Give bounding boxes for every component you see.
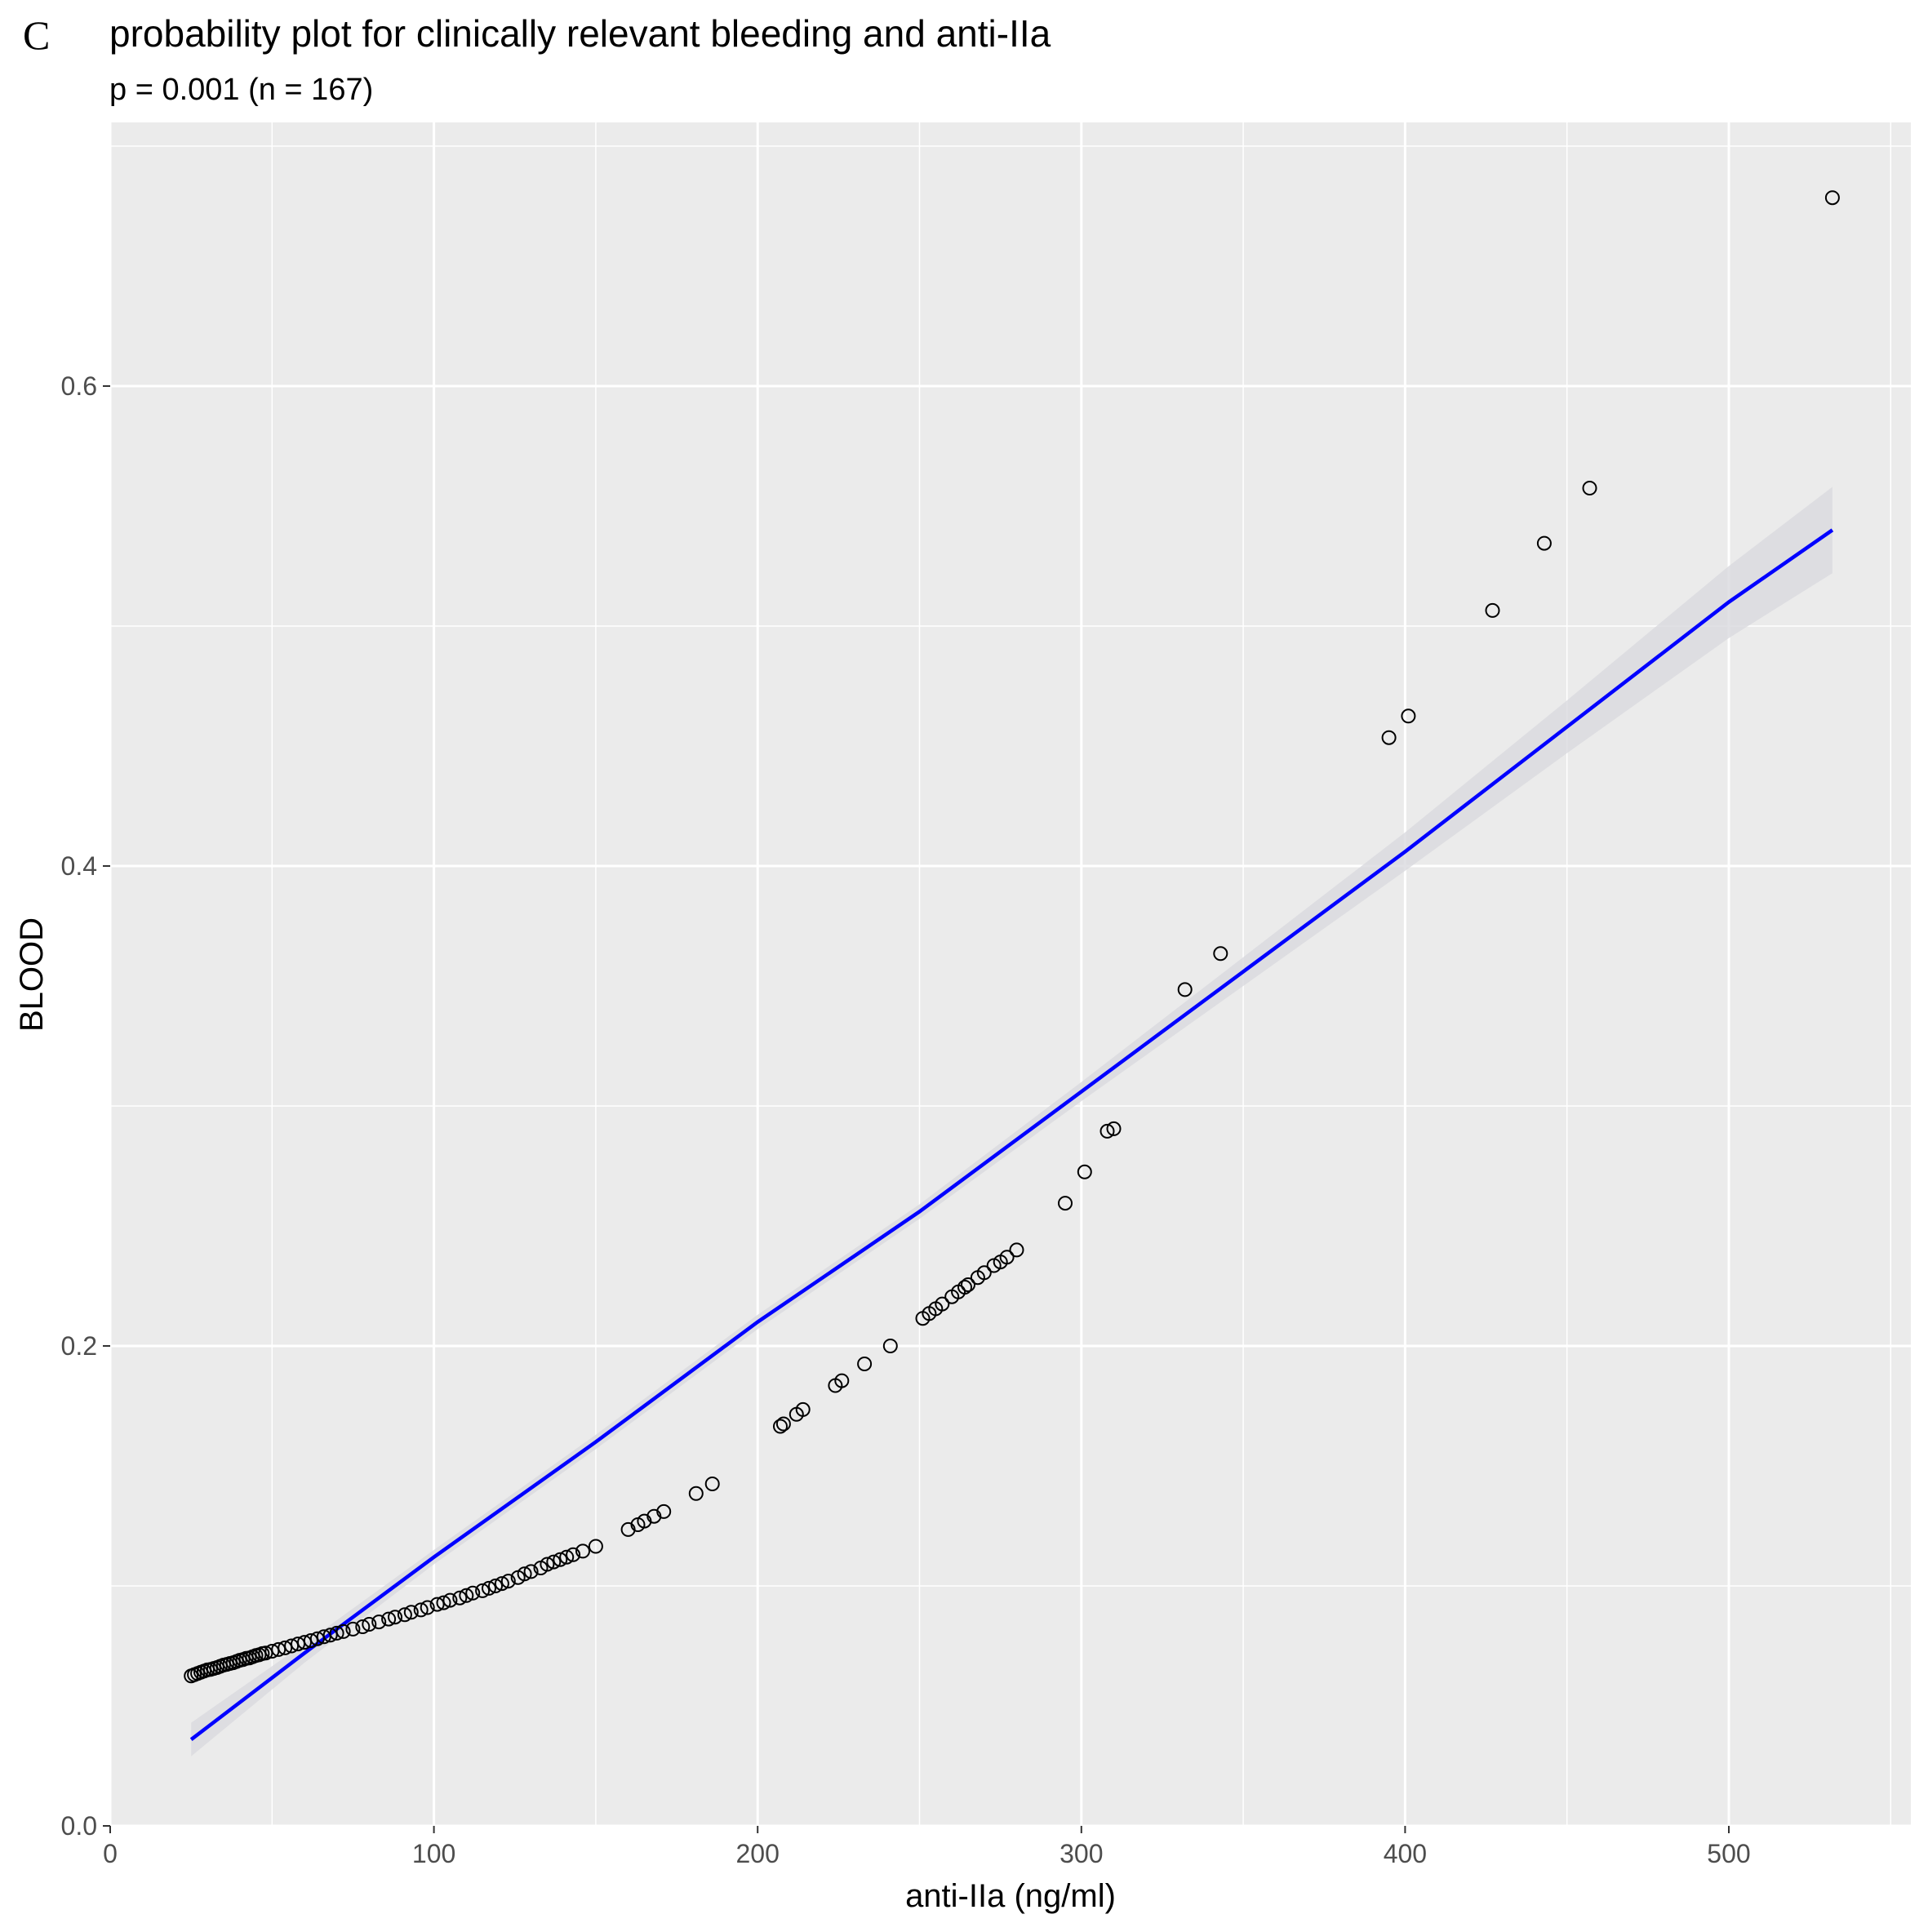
- data-point: [1058, 1196, 1073, 1211]
- data-point: [773, 1419, 788, 1434]
- data-point: [588, 1539, 603, 1554]
- data-point: [284, 1638, 300, 1654]
- x-tick-label: 100: [412, 1839, 455, 1868]
- data-point: [656, 1503, 672, 1519]
- data-point: [452, 1590, 468, 1606]
- fit-line: [189, 528, 1834, 1741]
- fit-line-group: [189, 528, 1834, 1741]
- data-point: [335, 1623, 351, 1639]
- data-point: [935, 1296, 950, 1312]
- data-point: [775, 1416, 791, 1432]
- data-point: [271, 1641, 287, 1657]
- data-point: [488, 1579, 503, 1593]
- data-point: [429, 1597, 445, 1612]
- data-point: [1536, 535, 1552, 551]
- data-point: [420, 1600, 435, 1615]
- x-tick-label: 500: [1707, 1839, 1750, 1868]
- panel-label: C: [23, 12, 50, 58]
- data-point: [345, 1621, 361, 1637]
- data-point: [688, 1486, 704, 1501]
- data-point: [546, 1554, 562, 1570]
- x-tick-label: 200: [736, 1839, 780, 1868]
- data-point: [646, 1508, 662, 1524]
- data-point: [1485, 602, 1500, 618]
- data-point: [704, 1477, 720, 1491]
- data-point: [355, 1619, 371, 1634]
- data-point: [575, 1543, 590, 1559]
- data-point: [1177, 982, 1193, 997]
- data-point: [278, 1640, 293, 1655]
- data-point: [303, 1633, 318, 1648]
- y-tick-label: 0.2: [61, 1331, 97, 1361]
- data-point: [1009, 1242, 1024, 1258]
- data-point: [999, 1250, 1015, 1265]
- data-point: [1582, 481, 1597, 495]
- data-point: [397, 1607, 412, 1623]
- data-point: [309, 1631, 325, 1646]
- x-tick-label: 0: [103, 1839, 118, 1868]
- y-tick-label: 0.6: [61, 371, 97, 401]
- data-point: [553, 1552, 568, 1567]
- data-point: [403, 1605, 419, 1620]
- x-tick-label: 300: [1060, 1839, 1103, 1868]
- data-point: [1381, 730, 1397, 745]
- data-point: [961, 1277, 975, 1292]
- grid-lines: [109, 122, 1911, 1828]
- data-point: [371, 1614, 387, 1630]
- data-point: [329, 1625, 344, 1641]
- data-point: [795, 1401, 811, 1417]
- data-point: [459, 1588, 474, 1603]
- data-point: [482, 1580, 496, 1596]
- data-point: [322, 1628, 338, 1643]
- data-point: [1099, 1123, 1115, 1139]
- data-point: [381, 1611, 397, 1627]
- y-axis-label: BLOOD: [14, 917, 50, 1032]
- data-point: [475, 1583, 491, 1598]
- y-tick-label: 0.4: [61, 851, 97, 881]
- data-point: [566, 1547, 581, 1562]
- data-point: [442, 1592, 458, 1608]
- data-point: [388, 1610, 402, 1625]
- data-point: [834, 1373, 850, 1388]
- data-point: [362, 1617, 377, 1632]
- data-point: [1106, 1121, 1122, 1136]
- y-tick-label: 0.0: [61, 1811, 97, 1841]
- plot-panel: [110, 122, 1911, 1826]
- chart-title: probability plot for clinically relevant…: [109, 12, 1051, 55]
- data-point: [882, 1339, 898, 1353]
- data-point: [857, 1357, 873, 1371]
- data-point: [1077, 1164, 1092, 1179]
- data-point: [517, 1566, 532, 1582]
- data-point: [976, 1265, 992, 1281]
- chart-subtitle: p = 0.001 (n = 167): [109, 73, 373, 107]
- data-point: [559, 1549, 575, 1565]
- data-point: [957, 1280, 972, 1295]
- data-point: [494, 1576, 509, 1592]
- data-point: [1824, 190, 1840, 206]
- axes: 0 100 200 300 400 500 0.0 0.2 0.4 0.6: [61, 371, 1751, 1868]
- data-point: [465, 1585, 481, 1601]
- data-point: [500, 1574, 516, 1589]
- data-point: [436, 1595, 451, 1610]
- x-axis-label: anti-IIa (ng/ml): [905, 1878, 1116, 1914]
- data-point: [413, 1602, 429, 1618]
- data-point: [1401, 708, 1416, 724]
- data-point: [523, 1564, 539, 1579]
- data-points: [184, 190, 1840, 1684]
- data-point: [1213, 946, 1228, 962]
- x-tick-label: 400: [1384, 1839, 1427, 1868]
- data-point: [540, 1557, 555, 1572]
